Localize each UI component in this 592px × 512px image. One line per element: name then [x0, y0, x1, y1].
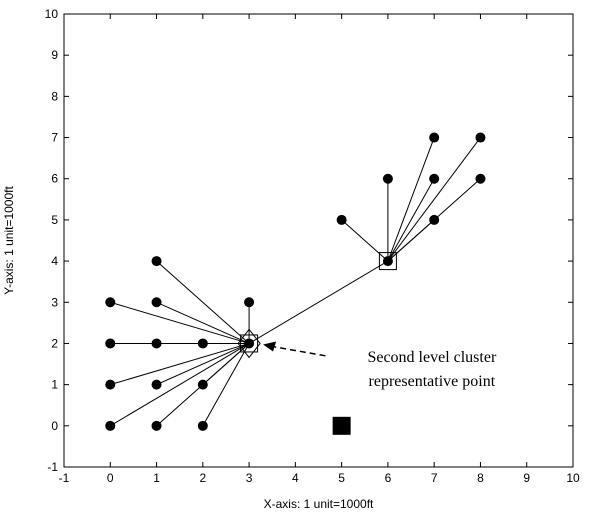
cluster-link: [156, 301, 250, 344]
sensor-node: [475, 132, 486, 143]
x-tick-label: 3: [246, 471, 253, 485]
marks-layer: [105, 132, 486, 435]
annotation-arrowhead: [263, 341, 277, 352]
cluster-link: [202, 343, 250, 386]
cluster-link: [387, 178, 435, 262]
cluster-link: [110, 342, 250, 386]
y-tick-label: 4: [51, 254, 58, 268]
y-tick-label: 5: [51, 213, 58, 227]
sensor-node: [105, 338, 116, 349]
sensor-node: [244, 297, 255, 308]
y-tick-label: -1: [47, 460, 58, 474]
sensor-node: [382, 173, 393, 184]
sensor-node: [197, 420, 208, 431]
y-tick-label: 6: [51, 172, 58, 186]
cluster-link: [110, 343, 250, 427]
cluster-link: [202, 343, 250, 427]
sensor-node: [151, 297, 162, 308]
sensor-node: [382, 256, 393, 267]
sensor-node: [151, 379, 162, 390]
sensor-node: [151, 420, 162, 431]
y-tick-label: 9: [51, 48, 58, 62]
cluster-link: [156, 342, 250, 386]
y-tick-label: 10: [45, 7, 59, 21]
plot-frame: [63, 13, 574, 468]
cluster-head: [240, 334, 259, 353]
x-tick-label: 0: [107, 471, 114, 485]
sensor-node: [197, 379, 208, 390]
ticks-layer: -1 0 1 2 3 4 5 6 7 8 9 10 -1 0 1 2 3 4 5 6 7 8 9 10: [45, 7, 580, 485]
sensor-node: [336, 214, 347, 225]
x-tick-label: 10: [566, 471, 580, 485]
x-tick-label: 2: [199, 471, 206, 485]
y-tick-label: 0: [51, 419, 58, 433]
sensor-node: [244, 338, 255, 349]
annotation-text: representative point: [369, 373, 496, 390]
y-tick-label: 1: [51, 378, 58, 392]
x-tick-label: 9: [523, 471, 530, 485]
y-tick-label: 2: [51, 336, 58, 350]
cluster-link: [156, 260, 250, 344]
base-station: [332, 416, 351, 435]
sensor-node: [197, 338, 208, 349]
sensor-node: [429, 173, 440, 184]
cluster-link: [341, 219, 389, 262]
y-axis-title: Y-axis: 1 unit=1000ft: [2, 186, 16, 295]
sensor-node: [105, 297, 116, 308]
sensor-node: [429, 132, 440, 143]
annotation-layer: Second level cluster representative point: [263, 341, 497, 390]
x-tick-label: 1: [153, 471, 160, 485]
x-tick-label: 8: [477, 471, 484, 485]
sensor-node: [429, 214, 440, 225]
y-tick-label: 8: [51, 89, 58, 103]
x-tick-label: 7: [431, 471, 438, 485]
second-level-representative: [237, 328, 261, 359]
sensor-node: [151, 338, 162, 349]
cluster-link: [387, 137, 481, 262]
y-tick-label: 3: [51, 295, 58, 309]
x-tick-label: 6: [385, 471, 392, 485]
x-tick-label: 4: [292, 471, 299, 485]
annotation-arrow-shaft: [271, 345, 326, 357]
x-tick-label: -1: [59, 471, 70, 485]
cluster-head: [378, 252, 397, 271]
cluster-link: [110, 301, 250, 344]
x-axis-title: X-axis: 1 unit=1000ft: [264, 497, 374, 511]
annotation-text: Second level cluster: [367, 349, 497, 366]
sensor-node: [151, 256, 162, 267]
cluster-link: [248, 260, 389, 344]
sensor-node: [105, 379, 116, 390]
cluster-link: [387, 137, 435, 262]
sensor-node: [475, 173, 486, 184]
y-tick-label: 7: [51, 131, 58, 145]
sensor-node: [105, 420, 116, 431]
x-tick-label: 5: [338, 471, 345, 485]
